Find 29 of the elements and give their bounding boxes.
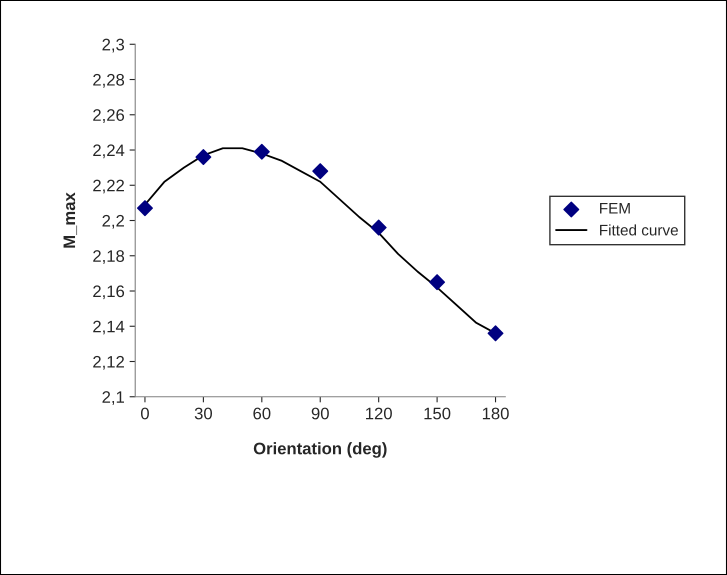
point — [370, 220, 387, 236]
y-tick-label: 2,22 — [93, 180, 124, 194]
point — [312, 163, 328, 180]
point — [429, 274, 446, 290]
point — [136, 200, 153, 216]
x-tick-label: 90 — [312, 408, 329, 420]
point — [254, 144, 270, 160]
x-tick-label: 0 — [140, 408, 149, 420]
y-tick-label: 2,14 — [93, 320, 124, 334]
y-tick-label: 2,2 — [102, 214, 124, 229]
y-tick-label: 2,1 — [102, 391, 124, 405]
y-tick-label: 2,12 — [93, 356, 124, 370]
x-tick-label: 150 — [424, 408, 450, 420]
x-tick-label: 120 — [366, 408, 392, 420]
point — [195, 149, 212, 166]
x-tick-label: 30 — [194, 408, 212, 420]
legend-label: Fitted curve — [600, 224, 678, 236]
y-tick-label: 2,24 — [93, 144, 124, 158]
x-tick-label: 180 — [482, 408, 509, 420]
y-tick-label: 2,26 — [93, 109, 124, 123]
y-tick-label: 2,18 — [93, 250, 124, 264]
legend-label: FEM — [600, 203, 630, 214]
y-tick-label: 2,3 — [102, 38, 124, 52]
y-tick-label: 2,16 — [93, 285, 124, 300]
point — [488, 325, 504, 342]
y-axis-title: M_max — [64, 192, 78, 248]
y-tick-label: 2,28 — [93, 74, 124, 88]
x-tick-label: 60 — [253, 408, 270, 420]
x-axis-title: Orientation (deg) — [254, 442, 387, 458]
